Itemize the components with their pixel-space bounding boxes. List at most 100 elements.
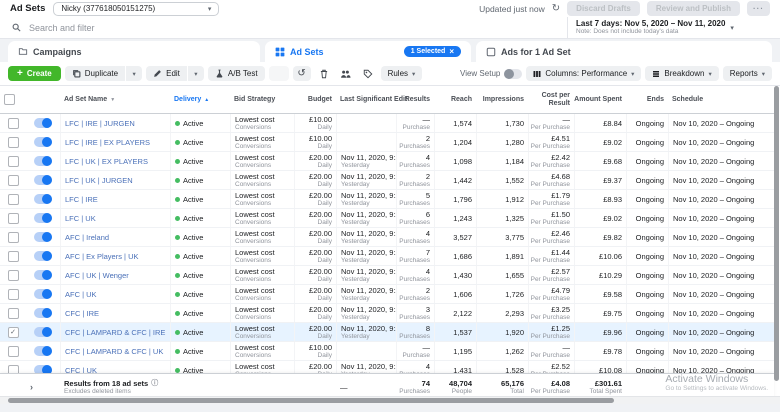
ab-test-button[interactable]: A/B Test (208, 66, 265, 81)
more-options-button[interactable]: ··· (747, 1, 770, 16)
row-checkbox-cell[interactable] (0, 266, 26, 284)
row-checkbox[interactable] (8, 232, 19, 243)
ad-set-active-toggle[interactable] (34, 346, 52, 356)
table-row[interactable]: CFC | IREActiveLowest costConversions£20… (0, 304, 774, 323)
table-row[interactable]: AFC | IrelandActiveLowest costConversion… (0, 228, 774, 247)
row-toggle-cell[interactable] (26, 285, 60, 303)
reports-button[interactable]: Reports ▾ (723, 66, 772, 81)
table-row[interactable]: LFC | UKActiveLowest costConversions£20.… (0, 209, 774, 228)
row-checkbox-cell[interactable] (0, 133, 26, 151)
row-toggle-cell[interactable] (26, 323, 60, 341)
header-reach[interactable]: Reach (434, 86, 476, 113)
row-toggle-cell[interactable] (26, 152, 60, 170)
columns-button[interactable]: Columns: Performance ▾ (526, 66, 641, 81)
header-checkbox-cell[interactable] (0, 86, 26, 113)
ad-set-name-cell[interactable]: AFC | UK (60, 285, 170, 303)
ad-set-active-toggle[interactable] (34, 289, 52, 299)
row-checkbox[interactable] (8, 175, 19, 186)
select-all-checkbox[interactable] (4, 94, 15, 105)
row-toggle-cell[interactable] (26, 266, 60, 284)
row-toggle-cell[interactable] (26, 361, 60, 373)
edit-caret-button[interactable]: ▾ (188, 66, 204, 81)
ad-set-active-toggle[interactable] (34, 137, 52, 147)
row-checkbox-cell[interactable] (0, 171, 26, 189)
selected-count-badge[interactable]: 1 Selected × (404, 46, 461, 57)
row-toggle-cell[interactable] (26, 342, 60, 360)
row-checkbox[interactable] (8, 213, 19, 224)
row-toggle-cell[interactable] (26, 190, 60, 208)
account-selector[interactable]: Nicky (377618050151275) ▾ (53, 2, 219, 16)
row-checkbox[interactable] (8, 194, 19, 205)
vertical-scrollbar-thumb[interactable] (774, 86, 779, 381)
refresh-icon[interactable]: ↻ (552, 4, 560, 14)
row-checkbox-cell[interactable] (0, 152, 26, 170)
ad-set-name-cell[interactable]: CFC | UK (60, 361, 170, 373)
table-row[interactable]: AFC | UKActiveLowest costConversions£20.… (0, 285, 774, 304)
ad-set-active-toggle[interactable] (34, 365, 52, 373)
ad-set-name-cell[interactable]: CFC | LAMPARD & CFC | UK (60, 342, 170, 360)
ad-set-active-toggle[interactable] (34, 194, 52, 204)
ad-set-active-toggle[interactable] (34, 308, 52, 318)
rules-button[interactable]: Rules ▾ (381, 66, 423, 81)
ad-set-name-link[interactable]: AFC | UK | Wenger (65, 271, 166, 280)
ad-set-active-toggle[interactable] (34, 251, 52, 261)
create-button[interactable]: + Create (8, 66, 61, 81)
header-bid-strategy[interactable]: Bid Strategy (230, 86, 294, 113)
header-ad-set-name[interactable]: Ad Set Name▼ (60, 86, 170, 113)
table-row[interactable]: CFC | UKActiveLowest costConversions£20.… (0, 361, 774, 373)
row-toggle-cell[interactable] (26, 133, 60, 151)
ad-set-name-link[interactable]: LFC | IRE (65, 195, 166, 204)
table-row[interactable]: CFC | LAMPARD & CFC | UKActiveLowest cos… (0, 342, 774, 361)
search-input[interactable] (27, 22, 555, 34)
header-impressions[interactable]: Impressions (476, 86, 528, 113)
ad-set-active-toggle[interactable] (34, 213, 52, 223)
ad-set-active-toggle[interactable] (34, 118, 52, 128)
vertical-scrollbar[interactable] (774, 86, 779, 394)
ad-set-name-cell[interactable]: AFC | UK | Wenger (60, 266, 170, 284)
ad-set-name-link[interactable]: AFC | Ex Players | UK (65, 252, 166, 261)
ad-set-active-toggle[interactable] (34, 156, 52, 166)
date-range-selector[interactable]: Last 7 days: Nov 5, 2020 – Nov 11, 2020 … (567, 17, 780, 38)
ad-set-name-cell[interactable]: AFC | Ex Players | UK (60, 247, 170, 265)
row-toggle-cell[interactable] (26, 228, 60, 246)
ad-set-name-link[interactable]: LFC | UK | EX PLAYERS (65, 157, 166, 166)
table-row[interactable]: AFC | UK | WengerActiveLowest costConver… (0, 266, 774, 285)
duplicate-caret-button[interactable]: ▾ (126, 66, 142, 81)
info-icon[interactable]: ⓘ (151, 378, 158, 388)
table-row[interactable]: LFC | IRE | JURGENActiveLowest costConve… (0, 114, 774, 133)
review-publish-button[interactable]: Review and Publish (647, 1, 740, 16)
table-row[interactable]: AFC | Ex Players | UKActiveLowest costCo… (0, 247, 774, 266)
horizontal-scrollbar-thumb[interactable] (8, 398, 614, 403)
revert-button[interactable]: ↺ (293, 66, 311, 81)
row-toggle-cell[interactable] (26, 209, 60, 227)
breakdown-button[interactable]: Breakdown ▾ (645, 66, 718, 81)
ad-set-name-link[interactable]: LFC | IRE | EX PLAYERS (65, 138, 166, 147)
row-checkbox-cell[interactable] (0, 209, 26, 227)
table-row[interactable]: LFC | IRE | EX PLAYERSActiveLowest costC… (0, 133, 774, 152)
audience-button[interactable] (337, 66, 355, 81)
ad-set-name-link[interactable]: CFC | LAMPARD & CFC | UK (65, 347, 166, 356)
table-row[interactable]: ✓CFC | LAMPARD & CFC | IREActiveLowest c… (0, 323, 774, 342)
ad-set-name-link[interactable]: CFC | UK (65, 366, 166, 374)
row-checkbox[interactable] (8, 137, 19, 148)
header-last-significant-edit[interactable]: Last Significant Edit (336, 86, 396, 113)
row-checkbox[interactable] (8, 346, 19, 357)
ad-set-name-cell[interactable]: LFC | UK (60, 209, 170, 227)
row-toggle-cell[interactable] (26, 171, 60, 189)
row-checkbox-cell[interactable] (0, 247, 26, 265)
ad-set-name-link[interactable]: LFC | UK (65, 214, 166, 223)
row-checkbox[interactable] (8, 270, 19, 281)
table-row[interactable]: LFC | UK | JURGENActiveLowest costConver… (0, 171, 774, 190)
row-checkbox[interactable] (8, 118, 19, 129)
tag-button[interactable] (359, 66, 377, 81)
header-cost-per-result[interactable]: Cost per Result (528, 86, 574, 113)
header-ends[interactable]: Ends (626, 86, 668, 113)
table-row[interactable]: LFC | IREActiveLowest costConversions£20… (0, 190, 774, 209)
ad-set-active-toggle[interactable] (34, 175, 52, 185)
header-budget[interactable]: Budget (294, 86, 336, 113)
header-delivery[interactable]: Delivery▲ (170, 86, 230, 113)
search-box[interactable] (0, 17, 567, 38)
tab-ads[interactable]: Ads for 1 Ad Set (476, 41, 772, 62)
header-amount-spent[interactable]: Amount Spent (574, 86, 626, 113)
row-checkbox-cell[interactable] (0, 190, 26, 208)
